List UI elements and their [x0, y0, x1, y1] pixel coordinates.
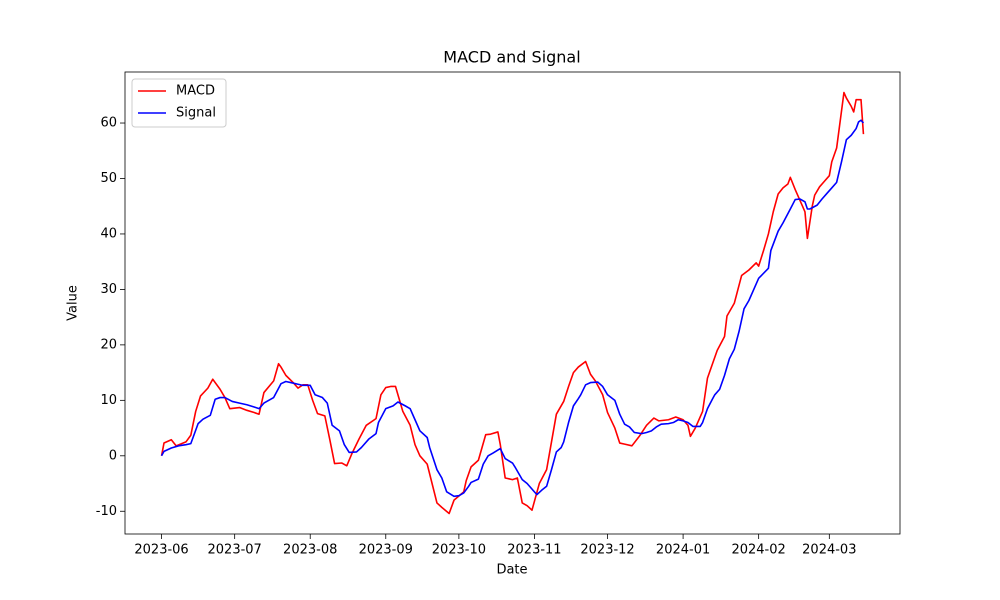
- x-tick-label: 2024-02: [731, 543, 785, 558]
- y-tick-label: 40: [100, 226, 117, 241]
- y-tick-label: 20: [100, 337, 117, 352]
- x-axis-label: Date: [496, 563, 527, 578]
- legend-label: Signal: [176, 106, 216, 121]
- x-tick-label: 2023-12: [580, 543, 634, 558]
- x-tick-label: 2023-06: [134, 543, 188, 558]
- series-line: [160, 119, 865, 498]
- chart-title: MACD and Signal: [443, 48, 580, 67]
- y-tick-label: 50: [100, 171, 117, 186]
- series-line: [160, 91, 865, 515]
- y-tick-label: -10: [96, 504, 117, 519]
- y-tick-label: 10: [100, 393, 117, 408]
- y-tick-label: 30: [100, 282, 117, 297]
- x-tick-label: 2023-11: [507, 543, 561, 558]
- x-tick-label: 2024-01: [656, 543, 710, 558]
- x-tick-label: 2023-08: [283, 543, 337, 558]
- x-tick-label: 2023-07: [208, 543, 262, 558]
- y-tick-label: 0: [109, 448, 117, 463]
- y-axis-label: Value: [66, 285, 81, 321]
- x-tick-label: 2023-10: [432, 543, 486, 558]
- y-tick-label: 60: [100, 116, 117, 131]
- legend-label: MACD: [176, 84, 215, 99]
- x-tick-label: 2024-03: [802, 543, 856, 558]
- x-tick-label: 2023-09: [359, 543, 413, 558]
- plot-frame: [124, 71, 901, 535]
